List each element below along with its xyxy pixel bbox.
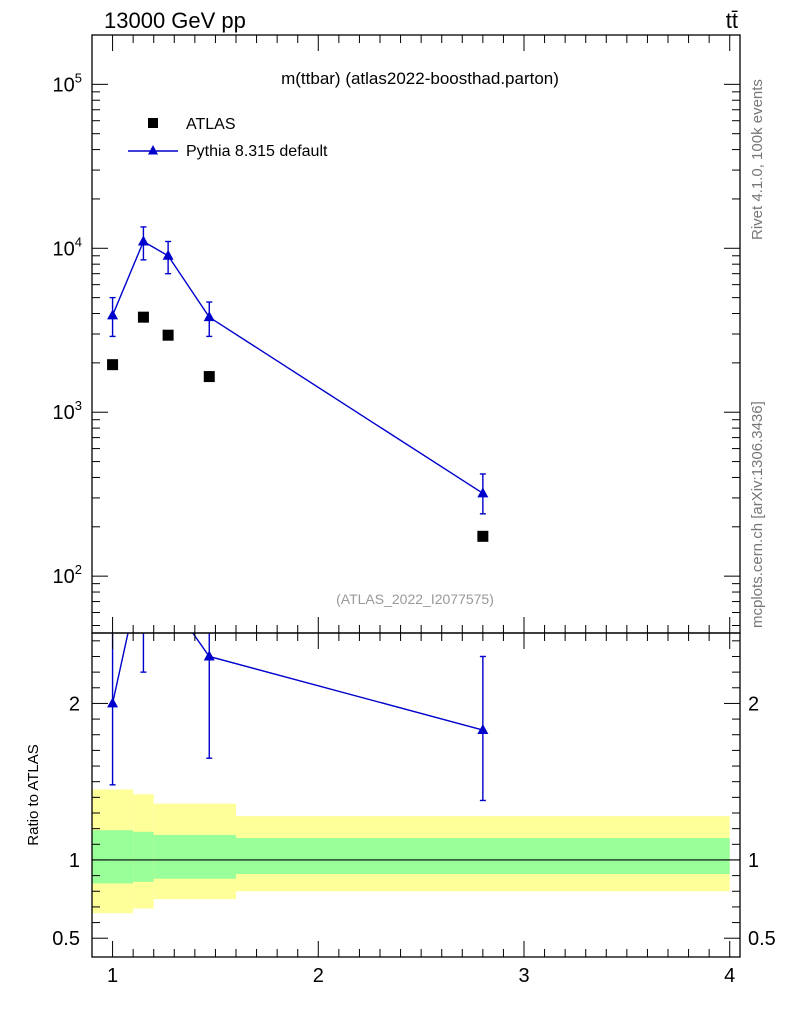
y-tick-label: 102 xyxy=(53,562,82,588)
ratio-y-tick-label-right: 1 xyxy=(748,850,759,872)
x-tick-label: 3 xyxy=(518,965,529,987)
energy-label: 13000 GeV pp xyxy=(104,8,246,33)
main-panel: 102 103 104 105 m(ttbar) (atlas2022-boostha… xyxy=(53,34,741,634)
ratio-pythia-point xyxy=(138,557,149,567)
legend-pythia-marker xyxy=(148,145,158,155)
x-tick-label: 4 xyxy=(724,965,735,987)
mcplots-label: mcplots.cern.ch [arXiv:1306.3436] xyxy=(749,401,766,628)
ratio-y-tick-label-left: 1 xyxy=(69,850,80,872)
atlas-data-point xyxy=(107,359,119,371)
main-plot-area xyxy=(107,226,489,542)
legend-pythia-label: Pythia 8.315 default xyxy=(186,143,328,160)
pythia-point xyxy=(203,311,215,322)
atlas-data-point xyxy=(137,311,149,323)
ratio-frame xyxy=(91,632,741,958)
pythia-point xyxy=(477,487,489,498)
legend-entry-atlas: ATLAS xyxy=(148,116,236,133)
pythia-point xyxy=(162,249,174,260)
ratio-ylabel: Ratio to ATLAS xyxy=(25,744,42,845)
y-tick-label: 105 xyxy=(53,70,82,96)
legend-entry-pythia: Pythia 8.315 default xyxy=(128,143,328,160)
ratio-band-inner xyxy=(133,831,154,882)
y-tick-label: 104 xyxy=(53,234,82,260)
process-label: tt̄ xyxy=(726,8,738,33)
ratio-band-inner xyxy=(153,834,236,879)
legend: ATLAS Pythia 8.315 default xyxy=(128,116,328,160)
pythia-point xyxy=(137,235,149,246)
atlas-data-point xyxy=(477,530,489,542)
y-tick-label: 103 xyxy=(53,398,82,424)
main-axes: 102 103 104 105 xyxy=(53,34,740,633)
atlas-data-point xyxy=(162,329,174,341)
ratio-y-tick-label-left: 2 xyxy=(69,693,80,715)
rivet-version-label: Rivet 4.1.0, 100k events xyxy=(749,79,766,240)
ratio-panel: 0.5 0.5 1 1 2 2 1 2 3 4 Ratio to ATLAS xyxy=(25,557,776,987)
atlas-data-point xyxy=(203,371,215,383)
chart-title: m(ttbar) (atlas2022-boosthad.parton) xyxy=(281,69,559,88)
pythia-line xyxy=(111,240,484,494)
ratio-pythia-point xyxy=(107,697,119,708)
ratio-y-tick-label-right: 0.5 xyxy=(748,928,776,950)
ratio-band-inner xyxy=(236,838,730,875)
pythia-point xyxy=(107,309,119,320)
ratio-pythia-point xyxy=(477,724,489,735)
ratio-y-tick-label-left: 0.5 xyxy=(52,928,80,950)
ratio-axes: 0.5 0.5 1 1 2 2 1 2 3 4 xyxy=(52,633,776,987)
x-tick-label: 2 xyxy=(313,965,324,987)
x-tick-label: 1 xyxy=(107,965,118,987)
ratio-pythia-point xyxy=(203,650,215,661)
legend-atlas-marker xyxy=(148,118,158,128)
ratio-pythia-line xyxy=(111,633,484,731)
ratio-y-tick-label-right: 2 xyxy=(748,693,759,715)
legend-atlas-label: ATLAS xyxy=(186,116,236,133)
analysis-watermark: (ATLAS_2022_I2077575) xyxy=(336,591,494,607)
ratio-plot-area xyxy=(92,557,740,914)
ratio-band-inner xyxy=(92,830,134,884)
